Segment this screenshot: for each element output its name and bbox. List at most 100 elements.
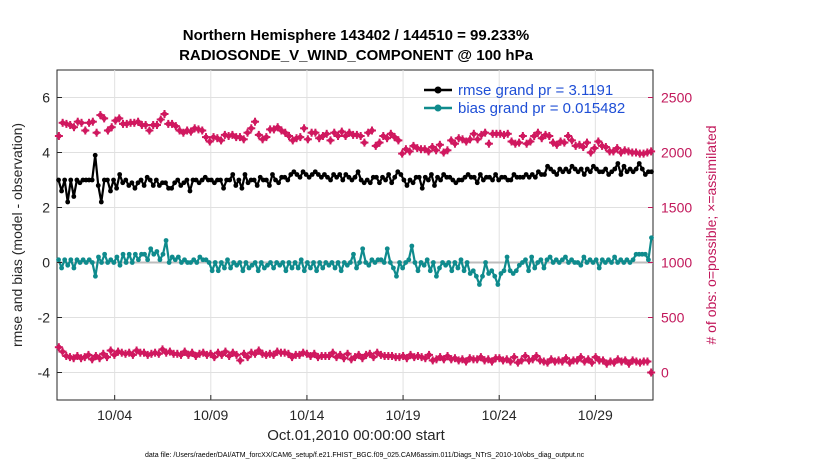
obs-point bbox=[576, 353, 585, 362]
obs-point bbox=[92, 128, 101, 137]
x-tick-label: 10/29 bbox=[578, 407, 613, 423]
rmse-point bbox=[581, 172, 587, 177]
rmse-point bbox=[609, 169, 615, 175]
bias-point bbox=[599, 257, 605, 263]
obs-marker-dot bbox=[367, 351, 373, 357]
obs-marker-dot bbox=[130, 352, 136, 358]
obs-point bbox=[145, 126, 154, 135]
rmse-point bbox=[575, 169, 581, 175]
bias-point bbox=[194, 260, 200, 265]
bias-point bbox=[265, 262, 270, 268]
bias-point bbox=[240, 268, 246, 274]
obs-point bbox=[102, 353, 111, 362]
bias-point bbox=[363, 260, 369, 265]
bias-point bbox=[231, 260, 237, 265]
rmse-point bbox=[239, 185, 245, 191]
obs-point bbox=[481, 128, 490, 137]
obs-point bbox=[390, 133, 399, 142]
rmse-point bbox=[318, 174, 324, 180]
rmse-point bbox=[144, 174, 150, 180]
obs-marker-dot bbox=[109, 124, 115, 130]
rmse-point bbox=[429, 172, 434, 177]
obs-marker-dot bbox=[544, 360, 551, 366]
bias-point bbox=[513, 268, 519, 274]
obs-marker-dot bbox=[188, 129, 194, 135]
rmse-point bbox=[132, 185, 138, 191]
bias-point bbox=[437, 265, 442, 271]
obs-marker-dot bbox=[101, 115, 107, 121]
rmse-point bbox=[462, 174, 468, 180]
obs-marker-dot bbox=[437, 142, 443, 148]
rmse-point bbox=[548, 166, 554, 172]
bias-point bbox=[378, 257, 384, 263]
obs-marker-dot bbox=[482, 130, 488, 136]
bias-point bbox=[372, 260, 378, 265]
bias-point bbox=[129, 260, 135, 265]
rmse-point bbox=[367, 180, 373, 186]
rmse-point bbox=[642, 172, 648, 177]
rmse-point bbox=[633, 166, 639, 172]
obs-point bbox=[613, 144, 622, 153]
rmse-point bbox=[230, 172, 236, 177]
rmse-point bbox=[419, 185, 425, 191]
obs-marker-dot bbox=[422, 355, 428, 361]
obs-marker-dot bbox=[530, 356, 536, 362]
bias-point bbox=[237, 260, 243, 265]
obs-point bbox=[81, 126, 90, 135]
bias-point bbox=[606, 257, 611, 263]
bias-point bbox=[274, 260, 280, 265]
bias-point bbox=[516, 262, 522, 268]
bias-point bbox=[329, 260, 335, 265]
bias-point bbox=[62, 257, 68, 263]
rmse-point bbox=[383, 177, 388, 183]
rmse-point bbox=[202, 174, 208, 180]
obs-point bbox=[310, 349, 319, 358]
right-axis: 0 500 1000 1500 2000 2500 bbox=[648, 90, 692, 381]
bias-point bbox=[142, 251, 147, 257]
bias-point bbox=[344, 262, 350, 268]
rmse-point bbox=[77, 180, 83, 186]
bias-point bbox=[206, 260, 212, 265]
bias-point bbox=[225, 257, 230, 263]
bias-point bbox=[424, 257, 430, 263]
rmse-point bbox=[416, 174, 422, 180]
bias-point bbox=[347, 260, 353, 265]
bias-point bbox=[289, 265, 295, 271]
rmse-point bbox=[111, 177, 116, 183]
obs-point bbox=[643, 357, 652, 366]
right-tick-label: 2500 bbox=[661, 90, 692, 106]
obs-marker-dot bbox=[105, 127, 111, 134]
obs-point bbox=[225, 352, 234, 360]
bias-point bbox=[504, 254, 510, 260]
obs-point bbox=[156, 115, 165, 124]
obs-marker-dot bbox=[244, 130, 251, 136]
rmse-point bbox=[147, 177, 153, 183]
rmse-point bbox=[493, 172, 498, 177]
bias-point bbox=[234, 262, 240, 268]
rmse-point bbox=[328, 177, 333, 183]
rmse-point bbox=[639, 166, 645, 172]
bias-point bbox=[602, 260, 608, 265]
x-tick-label: 10/09 bbox=[193, 407, 228, 423]
bias-point bbox=[544, 257, 550, 263]
rmse-point bbox=[450, 177, 456, 183]
left-axis-title: rmse and bias (model - observation) bbox=[9, 123, 25, 347]
obs-marker-dot bbox=[245, 354, 251, 360]
bias-point bbox=[523, 257, 528, 263]
bias-point bbox=[145, 257, 151, 263]
rmse-point bbox=[227, 177, 233, 183]
obs-point bbox=[567, 136, 576, 145]
rmse-point bbox=[410, 180, 416, 186]
obs-marker-dot bbox=[359, 355, 366, 361]
bias-point bbox=[501, 268, 507, 274]
bias-point bbox=[68, 257, 74, 263]
obs-marker-dot bbox=[644, 358, 651, 365]
obs-marker-dot bbox=[226, 353, 232, 359]
x-tick-label: 10/14 bbox=[289, 407, 324, 423]
obs-point bbox=[128, 350, 137, 359]
obs-marker-dot bbox=[207, 138, 213, 145]
bias-point bbox=[351, 251, 356, 257]
rmse-point bbox=[435, 174, 440, 180]
rmse-point bbox=[627, 166, 633, 172]
rmse-point bbox=[334, 174, 340, 180]
